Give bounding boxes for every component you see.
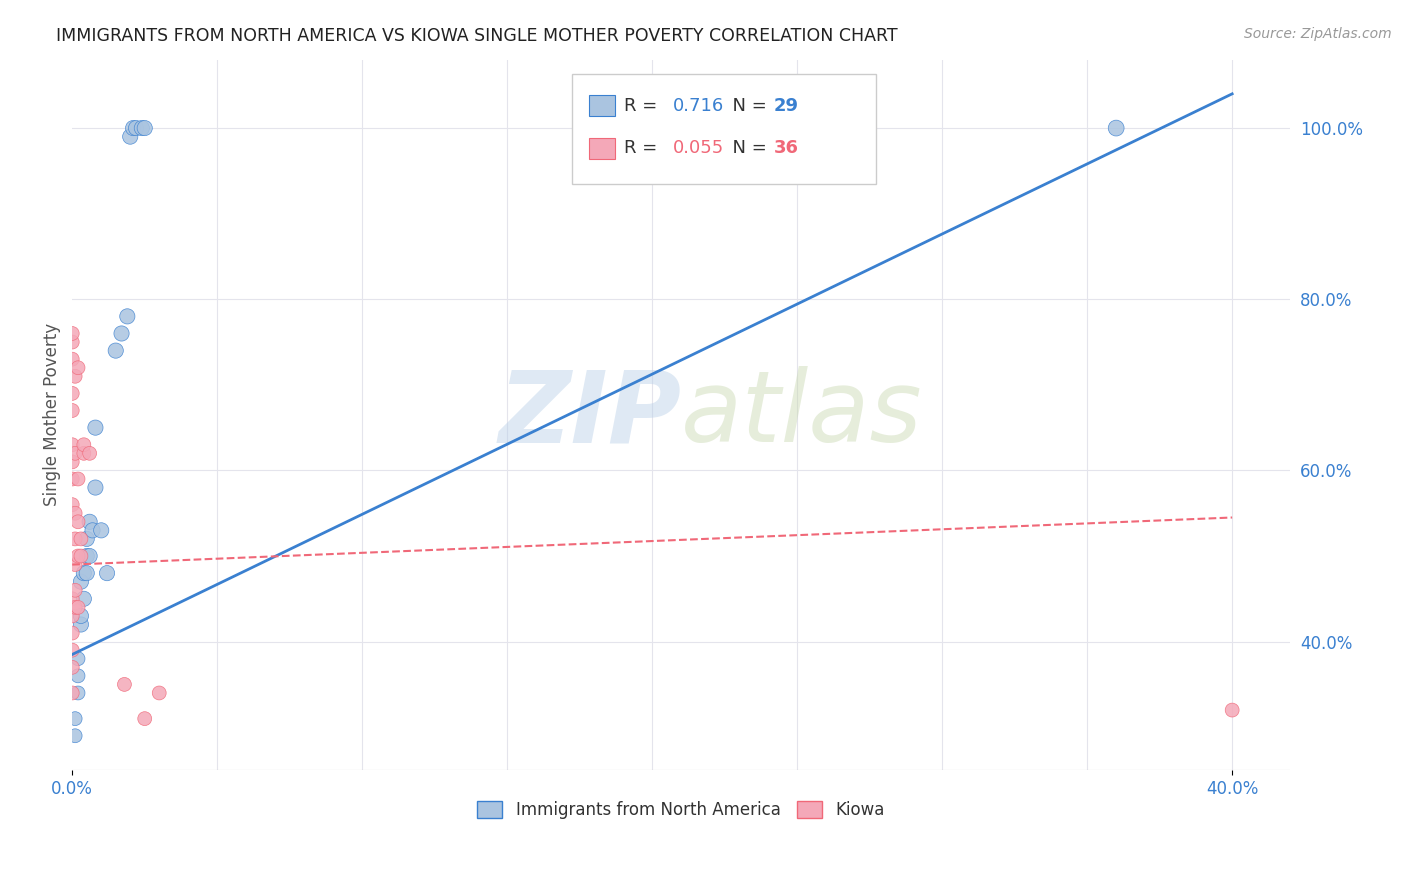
Point (63, 583, 86, 598)
Point (120, 129, 142, 144)
Point (60, 455, 83, 469)
Point (112, 677, 135, 691)
Point (73, 446, 96, 460)
Text: IMMIGRANTS FROM NORTH AMERICA VS KIOWA SINGLE MOTHER POVERTY CORRELATION CHART: IMMIGRANTS FROM NORTH AMERICA VS KIOWA S… (56, 27, 898, 45)
Text: 0.716: 0.716 (672, 96, 724, 115)
Y-axis label: Single Mother Poverty: Single Mother Poverty (44, 323, 60, 507)
Text: atlas: atlas (681, 367, 922, 463)
Point (76, 566, 98, 581)
FancyBboxPatch shape (589, 95, 616, 117)
Text: 0.055: 0.055 (672, 139, 724, 157)
Point (73, 591, 96, 606)
Text: R =: R = (624, 96, 664, 115)
Point (60, 686, 83, 700)
Legend: Immigrants from North America, Kiowa: Immigrants from North America, Kiowa (471, 794, 891, 826)
Text: 29: 29 (773, 96, 799, 115)
Text: 36: 36 (773, 139, 799, 157)
Point (63, 558, 86, 572)
Point (70, 549, 93, 563)
Point (73, 438, 96, 452)
Point (60, 591, 83, 606)
Point (84, 481, 107, 495)
Point (60, 352, 83, 367)
Point (96, 566, 118, 581)
Text: N =: N = (721, 96, 773, 115)
Point (82, 524, 104, 538)
Point (79, 446, 101, 460)
Point (63, 446, 86, 460)
Point (134, 712, 156, 726)
Point (73, 566, 96, 581)
Point (60, 326, 83, 341)
Point (60, 472, 83, 486)
Point (131, 121, 153, 136)
Point (110, 326, 132, 341)
Point (60, 438, 83, 452)
Point (1105, 121, 1128, 136)
Point (117, 310, 139, 324)
Point (66, 360, 89, 375)
Point (60, 403, 83, 417)
Point (70, 617, 93, 632)
Point (66, 472, 89, 486)
Point (66, 669, 89, 683)
Point (63, 729, 86, 743)
Point (60, 386, 83, 401)
Point (79, 549, 101, 563)
Point (70, 574, 93, 589)
Point (66, 515, 89, 529)
Point (63, 600, 86, 615)
Point (66, 600, 89, 615)
Point (60, 626, 83, 640)
Point (63, 369, 86, 384)
Point (60, 643, 83, 657)
Text: ZIP: ZIP (498, 367, 681, 463)
Point (63, 712, 86, 726)
Point (148, 686, 170, 700)
Point (134, 121, 156, 136)
FancyBboxPatch shape (589, 137, 616, 159)
Point (70, 609, 93, 624)
Point (70, 532, 93, 546)
Point (76, 549, 98, 563)
Point (79, 515, 101, 529)
Point (122, 121, 145, 136)
Point (66, 651, 89, 665)
Text: Source: ZipAtlas.com: Source: ZipAtlas.com (1244, 27, 1392, 41)
Point (1220, 703, 1243, 717)
Point (60, 498, 83, 512)
Point (90, 524, 112, 538)
Point (63, 506, 86, 520)
Point (125, 121, 148, 136)
Point (76, 532, 98, 546)
FancyBboxPatch shape (572, 74, 876, 184)
Text: R =: R = (624, 139, 664, 157)
Point (63, 532, 86, 546)
Point (60, 334, 83, 349)
Text: N =: N = (721, 139, 773, 157)
Point (66, 686, 89, 700)
Point (60, 609, 83, 624)
Point (66, 549, 89, 563)
Point (60, 660, 83, 674)
Point (84, 420, 107, 434)
Point (104, 343, 127, 358)
